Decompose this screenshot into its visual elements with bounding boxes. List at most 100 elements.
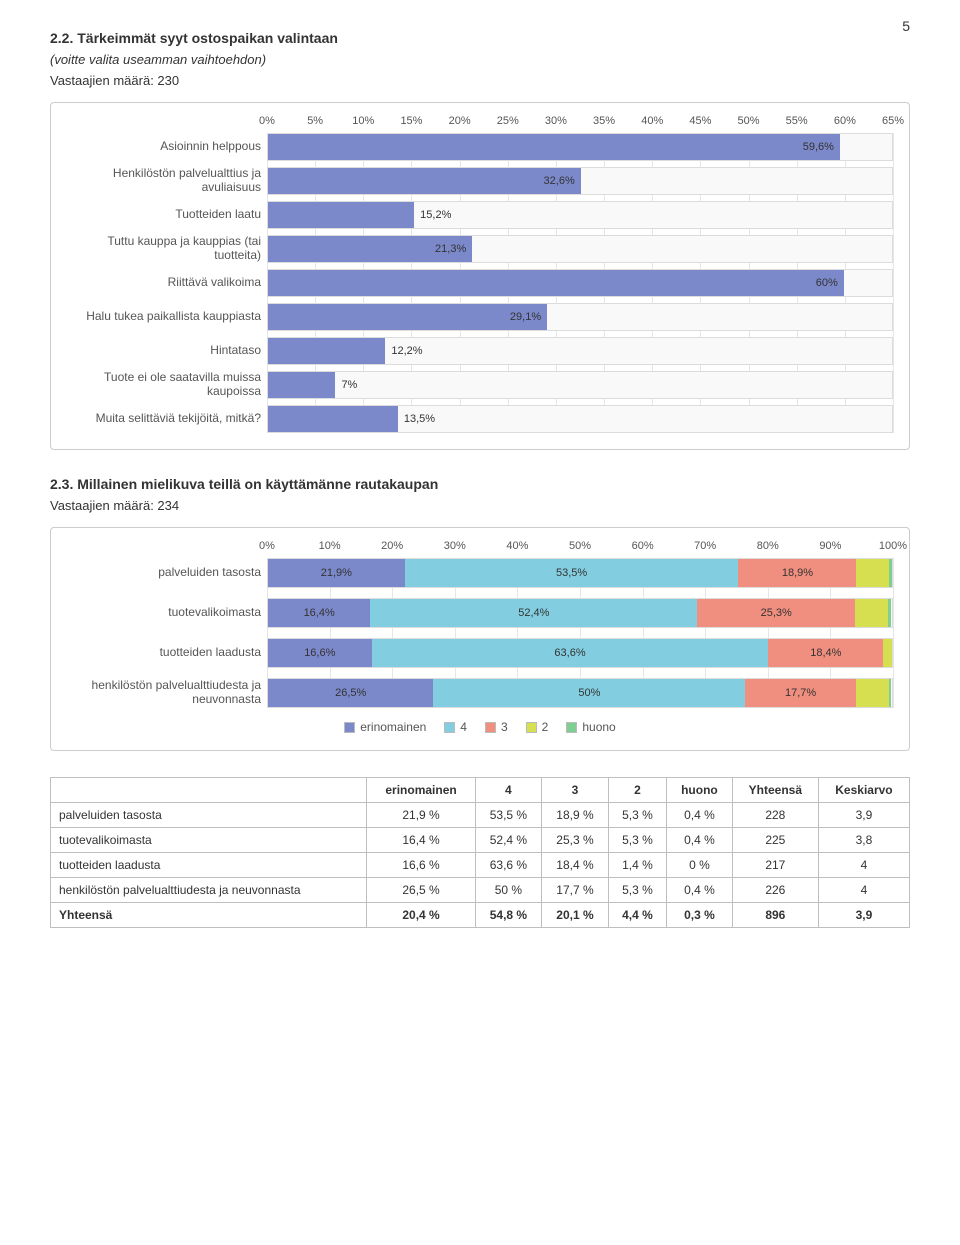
chart1-tick: 5% bbox=[307, 115, 323, 127]
chart1-tick: 30% bbox=[545, 115, 567, 127]
chart1-tick: 50% bbox=[738, 115, 760, 127]
table-header-cell: huono bbox=[667, 778, 733, 803]
chart1-bar bbox=[268, 304, 547, 330]
legend-item: 4 bbox=[444, 720, 467, 734]
chart2-segment bbox=[889, 679, 891, 707]
chart1-bar-row: 13,5% bbox=[267, 405, 893, 433]
table-cell: 3,9 bbox=[818, 803, 909, 828]
data-table: erinomainen432huonoYhteensäKeskiarvo pal… bbox=[50, 777, 910, 928]
chart1-tick: 60% bbox=[834, 115, 856, 127]
chart1-tick: 55% bbox=[786, 115, 808, 127]
chart1-bar-row: 21,3% bbox=[267, 235, 893, 263]
table-row: palveluiden tasosta21,9 %53,5 %18,9 %5,3… bbox=[51, 803, 910, 828]
chart1-tick: 45% bbox=[689, 115, 711, 127]
chart1-bar-value: 21,3% bbox=[435, 243, 466, 255]
chart1-bar-row: 29,1% bbox=[267, 303, 893, 331]
page-number: 5 bbox=[902, 18, 910, 34]
table-header-row: erinomainen432huonoYhteensäKeskiarvo bbox=[51, 778, 910, 803]
chart1-plot: 0%5%10%15%20%25%30%35%40%45%50%55%60%65%… bbox=[267, 115, 893, 433]
chart2-segment bbox=[856, 679, 889, 707]
table-cell: 25,3 % bbox=[542, 828, 609, 853]
chart1-ylabel: Hintataso bbox=[67, 337, 267, 365]
chart1-bar bbox=[268, 406, 398, 432]
chart2-segment: 26,5% bbox=[268, 679, 433, 707]
table-cell: 52,4 % bbox=[475, 828, 542, 853]
table-cell: palveluiden tasosta bbox=[51, 803, 367, 828]
chart1-ylabel: Halu tukea paikallista kauppiasta bbox=[67, 303, 267, 331]
table-cell: 4 bbox=[818, 878, 909, 903]
chart2-tick: 80% bbox=[757, 540, 779, 552]
chart2-segment: 53,5% bbox=[405, 559, 739, 587]
chart2-tick: 70% bbox=[694, 540, 716, 552]
chart1-bar bbox=[268, 372, 335, 398]
chart1-tick: 0% bbox=[259, 115, 275, 127]
chart2-segment: 50% bbox=[433, 679, 745, 707]
table-cell: 0,4 % bbox=[667, 828, 733, 853]
table-cell: 20,1 % bbox=[542, 903, 609, 928]
table-cell: 20,4 % bbox=[367, 903, 475, 928]
chart1-ylabel: Tuote ei ole saatavilla muissa kaupoissa bbox=[67, 371, 267, 399]
table-cell: 228 bbox=[732, 803, 818, 828]
table-cell: 3,9 bbox=[818, 903, 909, 928]
chart2-ylabel: tuotteiden laadusta bbox=[67, 638, 267, 668]
chart2-legend: erinomainen432huono bbox=[67, 720, 893, 734]
chart1-bar-row: 7% bbox=[267, 371, 893, 399]
table-cell: 54,8 % bbox=[475, 903, 542, 928]
table-total-row: Yhteensä20,4 %54,8 %20,1 %4,4 %0,3 %8963… bbox=[51, 903, 910, 928]
legend-swatch bbox=[485, 722, 496, 733]
chart1-bar bbox=[268, 202, 414, 228]
chart1-bar-row: 32,6% bbox=[267, 167, 893, 195]
section1-subtitle: (voitte valita useamman vaihtoehdon) bbox=[50, 52, 910, 67]
table-cell: 26,5 % bbox=[367, 878, 475, 903]
table-header-cell: 3 bbox=[542, 778, 609, 803]
legend-swatch bbox=[344, 722, 355, 733]
table-cell: 17,7 % bbox=[542, 878, 609, 903]
chart1-bar bbox=[268, 168, 581, 194]
chart1-bar bbox=[268, 270, 844, 296]
chart1-tick: 15% bbox=[400, 115, 422, 127]
chart2-tick: 20% bbox=[381, 540, 403, 552]
table-cell: 50 % bbox=[475, 878, 542, 903]
chart2-segment bbox=[856, 559, 889, 587]
table-cell: 1,4 % bbox=[608, 853, 666, 878]
chart1-bar-value: 15,2% bbox=[420, 209, 451, 221]
table-cell: 63,6 % bbox=[475, 853, 542, 878]
chart2-tick: 60% bbox=[632, 540, 654, 552]
chart1-bar-row: 59,6% bbox=[267, 133, 893, 161]
table-header-cell: 4 bbox=[475, 778, 542, 803]
chart2-segment: 63,6% bbox=[372, 639, 769, 667]
chart2-ylabels: palveluiden tasostatuotevalikoimastatuot… bbox=[67, 540, 267, 708]
chart1-ylabel: Muita selittäviä tekijöitä, mitkä? bbox=[67, 405, 267, 433]
table-cell: 16,6 % bbox=[367, 853, 475, 878]
chart2-ylabel: tuotevalikoimasta bbox=[67, 598, 267, 628]
table-cell: 4 bbox=[818, 853, 909, 878]
chart1-bar-value: 7% bbox=[341, 379, 357, 391]
chart1-tick: 25% bbox=[497, 115, 519, 127]
table-cell: 4,4 % bbox=[608, 903, 666, 928]
chart1-axis-ticks: 0%5%10%15%20%25%30%35%40%45%50%55%60%65% bbox=[267, 115, 893, 131]
table-cell: Yhteensä bbox=[51, 903, 367, 928]
chart1-ylabel: Tuotteiden laatu bbox=[67, 201, 267, 229]
table-header-cell: Yhteensä bbox=[732, 778, 818, 803]
chart2-tick: 40% bbox=[506, 540, 528, 552]
chart2-tick: 10% bbox=[319, 540, 341, 552]
chart1-tick: 35% bbox=[593, 115, 615, 127]
chart1-tick: 65% bbox=[882, 115, 904, 127]
table-cell: 896 bbox=[732, 903, 818, 928]
legend-item: huono bbox=[566, 720, 615, 734]
chart1-ylabels: Asioinnin helppousHenkilöstön palvelualt… bbox=[67, 115, 267, 433]
chart2-container: palveluiden tasostatuotevalikoimastatuot… bbox=[50, 527, 910, 751]
table-cell: 18,4 % bbox=[542, 853, 609, 878]
table-cell: 5,3 % bbox=[608, 878, 666, 903]
section2-title: 2.3. Millainen mielikuva teillä on käytt… bbox=[50, 476, 910, 492]
chart2-tick: 50% bbox=[569, 540, 591, 552]
section1-respondents: Vastaajien määrä: 230 bbox=[50, 73, 910, 88]
table-row: henkilöstön palvelualttiudesta ja neuvon… bbox=[51, 878, 910, 903]
table-cell: 226 bbox=[732, 878, 818, 903]
chart2-tick: 30% bbox=[444, 540, 466, 552]
chart1-bar-value: 29,1% bbox=[510, 311, 541, 323]
chart2-tick: 0% bbox=[259, 540, 275, 552]
table-cell: 53,5 % bbox=[475, 803, 542, 828]
table-cell: tuotevalikoimasta bbox=[51, 828, 367, 853]
chart2-segment: 18,9% bbox=[738, 559, 856, 587]
